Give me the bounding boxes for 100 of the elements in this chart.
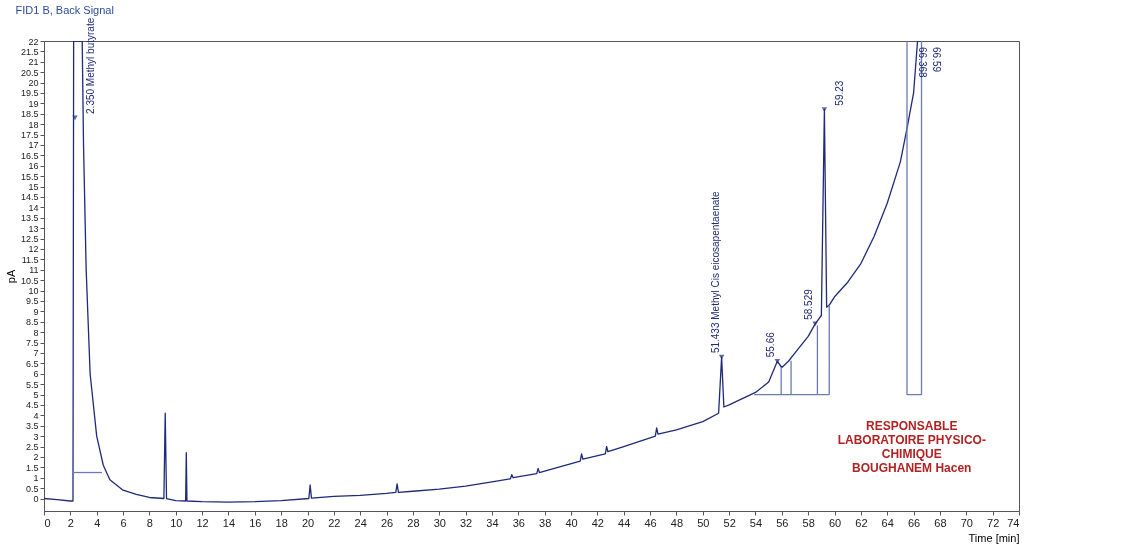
- y-tick-label: 17.5: [20, 130, 39, 141]
- annotation: LABORATOIRE PHYSICO-: [837, 433, 986, 448]
- y-tick-label: 5: [33, 390, 39, 401]
- y-tick-label: 13: [28, 223, 39, 234]
- y-tick-label: 6: [33, 369, 39, 380]
- x-tick-label: 42: [591, 516, 604, 529]
- y-tick-label: 20: [28, 78, 39, 89]
- x-tick-label: 74: [1007, 516, 1020, 529]
- x-tick-label: 64: [881, 516, 894, 529]
- y-tick-label: 10: [28, 286, 39, 297]
- x-tick-label: 66: [907, 516, 921, 529]
- x-tick-label: 36: [512, 516, 525, 529]
- annotation: 51.433 Methyl Cis eicosapentaenate: [709, 190, 721, 354]
- y-tick-label: 11.5: [21, 254, 39, 265]
- y-tick-label: 8: [33, 327, 39, 338]
- x-tick-label: 38: [539, 516, 552, 529]
- x-tick-label: 18: [275, 516, 288, 529]
- y-tick-label: 17: [28, 140, 39, 151]
- x-tick-label: 2: [67, 516, 74, 529]
- y-tick-label: 10.5: [20, 275, 39, 286]
- y-tick-label: 18: [28, 119, 39, 130]
- annotation: 66.59: [931, 47, 943, 73]
- x-tick-label: 46: [644, 516, 657, 529]
- x-tick-label: 6: [120, 516, 127, 529]
- y-tick-label: 1: [33, 473, 39, 484]
- y-tick-label: 9.5: [25, 296, 39, 307]
- x-tick-label: 22: [328, 516, 341, 529]
- y-tick-label: 8.5: [25, 317, 39, 328]
- y-tick-label: 21.5: [20, 46, 39, 57]
- y-tick-label: 15.5: [20, 171, 39, 182]
- y-tick-label: 14.5: [20, 192, 39, 203]
- point: [774, 358, 781, 364]
- y-tick-label: 0: [33, 494, 39, 505]
- annotation: BOUGHANEM Hacen: [852, 461, 972, 476]
- y-tick-label: 0.5: [25, 483, 39, 494]
- y-tick-label: 20.5: [20, 67, 39, 78]
- y-tick-label: 7.5: [25, 338, 39, 349]
- x-tick-label: 68: [934, 516, 947, 529]
- y-tick-label: 9: [33, 306, 39, 317]
- x-tick-label: 40: [565, 516, 578, 529]
- y-tick-label: 7: [33, 348, 39, 359]
- annotation: 55.66: [765, 331, 777, 358]
- annotation: RESPONSABLE: [866, 419, 958, 434]
- y-tick-label: 4: [33, 410, 39, 421]
- point: [821, 107, 828, 112]
- x-tick-label: 32: [460, 516, 473, 529]
- y-tick-label: 19: [28, 98, 39, 109]
- y-tick-label: 21: [28, 57, 39, 68]
- annotation: CHIMIQUE: [881, 447, 942, 462]
- y-tick-label: 4.5: [25, 400, 39, 411]
- x-tick-label: 14: [222, 516, 236, 529]
- x-tick-label: 26: [380, 516, 394, 529]
- y-tick-label: 13.5: [20, 213, 39, 224]
- x-tick-label: 24: [354, 516, 367, 529]
- y-tick-label: 5.5: [25, 379, 39, 390]
- point: [812, 321, 818, 327]
- y-tick-label: 2: [33, 452, 39, 463]
- x-tick-label: 8: [146, 516, 153, 529]
- annotation: 59.23: [834, 80, 846, 106]
- x-tick-label: 62: [855, 516, 868, 529]
- x-tick-label: 34: [486, 516, 499, 529]
- x-axis-title: Time [min]: [968, 531, 1020, 544]
- y-tick-label: 14: [28, 202, 39, 213]
- x-tick-label: 0: [44, 516, 51, 529]
- x-tick-label: 4: [94, 516, 101, 529]
- y-tick-label: 1.5: [25, 462, 39, 473]
- x-tick-label: 72: [987, 516, 1000, 529]
- annotation: 2.350 Methyl butyrate: [84, 17, 96, 114]
- x-tick-label: 30: [433, 516, 446, 529]
- x-tick-label: 10: [170, 516, 183, 529]
- y-tick-label: 11: [29, 265, 39, 276]
- x-tick-label: 48: [670, 516, 684, 529]
- x-tick-label: 52: [723, 516, 736, 529]
- x-tick-label: 16: [249, 516, 262, 529]
- x-tick-label: 28: [407, 516, 420, 529]
- annotation: 66.368: [917, 47, 929, 79]
- x-tick-label: 54: [749, 516, 763, 529]
- y-tick-label: 3: [33, 431, 39, 442]
- y-tick-label: 12: [28, 244, 39, 255]
- y-axis-title: pA: [4, 269, 17, 284]
- y-tick-label: 16.5: [20, 150, 39, 161]
- x-tick-label: 20: [301, 516, 315, 529]
- x-tick-label: 56: [776, 516, 789, 529]
- x-tick-label: 50: [697, 516, 710, 529]
- x-tick-label: 44: [618, 516, 631, 529]
- annotation: 58.529: [803, 288, 815, 320]
- x-tick-label: 12: [196, 516, 209, 529]
- y-tick-label: 2.5: [25, 442, 39, 453]
- y-tick-label: 22: [28, 36, 39, 47]
- y-tick-label: 16: [28, 161, 39, 172]
- y-tick-label: 15: [28, 182, 39, 193]
- y-tick-label: 18.5: [20, 109, 39, 120]
- chart-title: FID1 B, Back Signal: [15, 3, 114, 16]
- y-tick-label: 6.5: [25, 358, 39, 369]
- y-tick-label: 19.5: [20, 88, 39, 99]
- x-tick-label: 58: [802, 516, 815, 529]
- y-tick-label: 12.5: [20, 234, 39, 245]
- y-tick-label: 3.5: [25, 421, 39, 432]
- x-tick-label: 70: [960, 516, 973, 529]
- x-tick-label: 60: [828, 516, 842, 529]
